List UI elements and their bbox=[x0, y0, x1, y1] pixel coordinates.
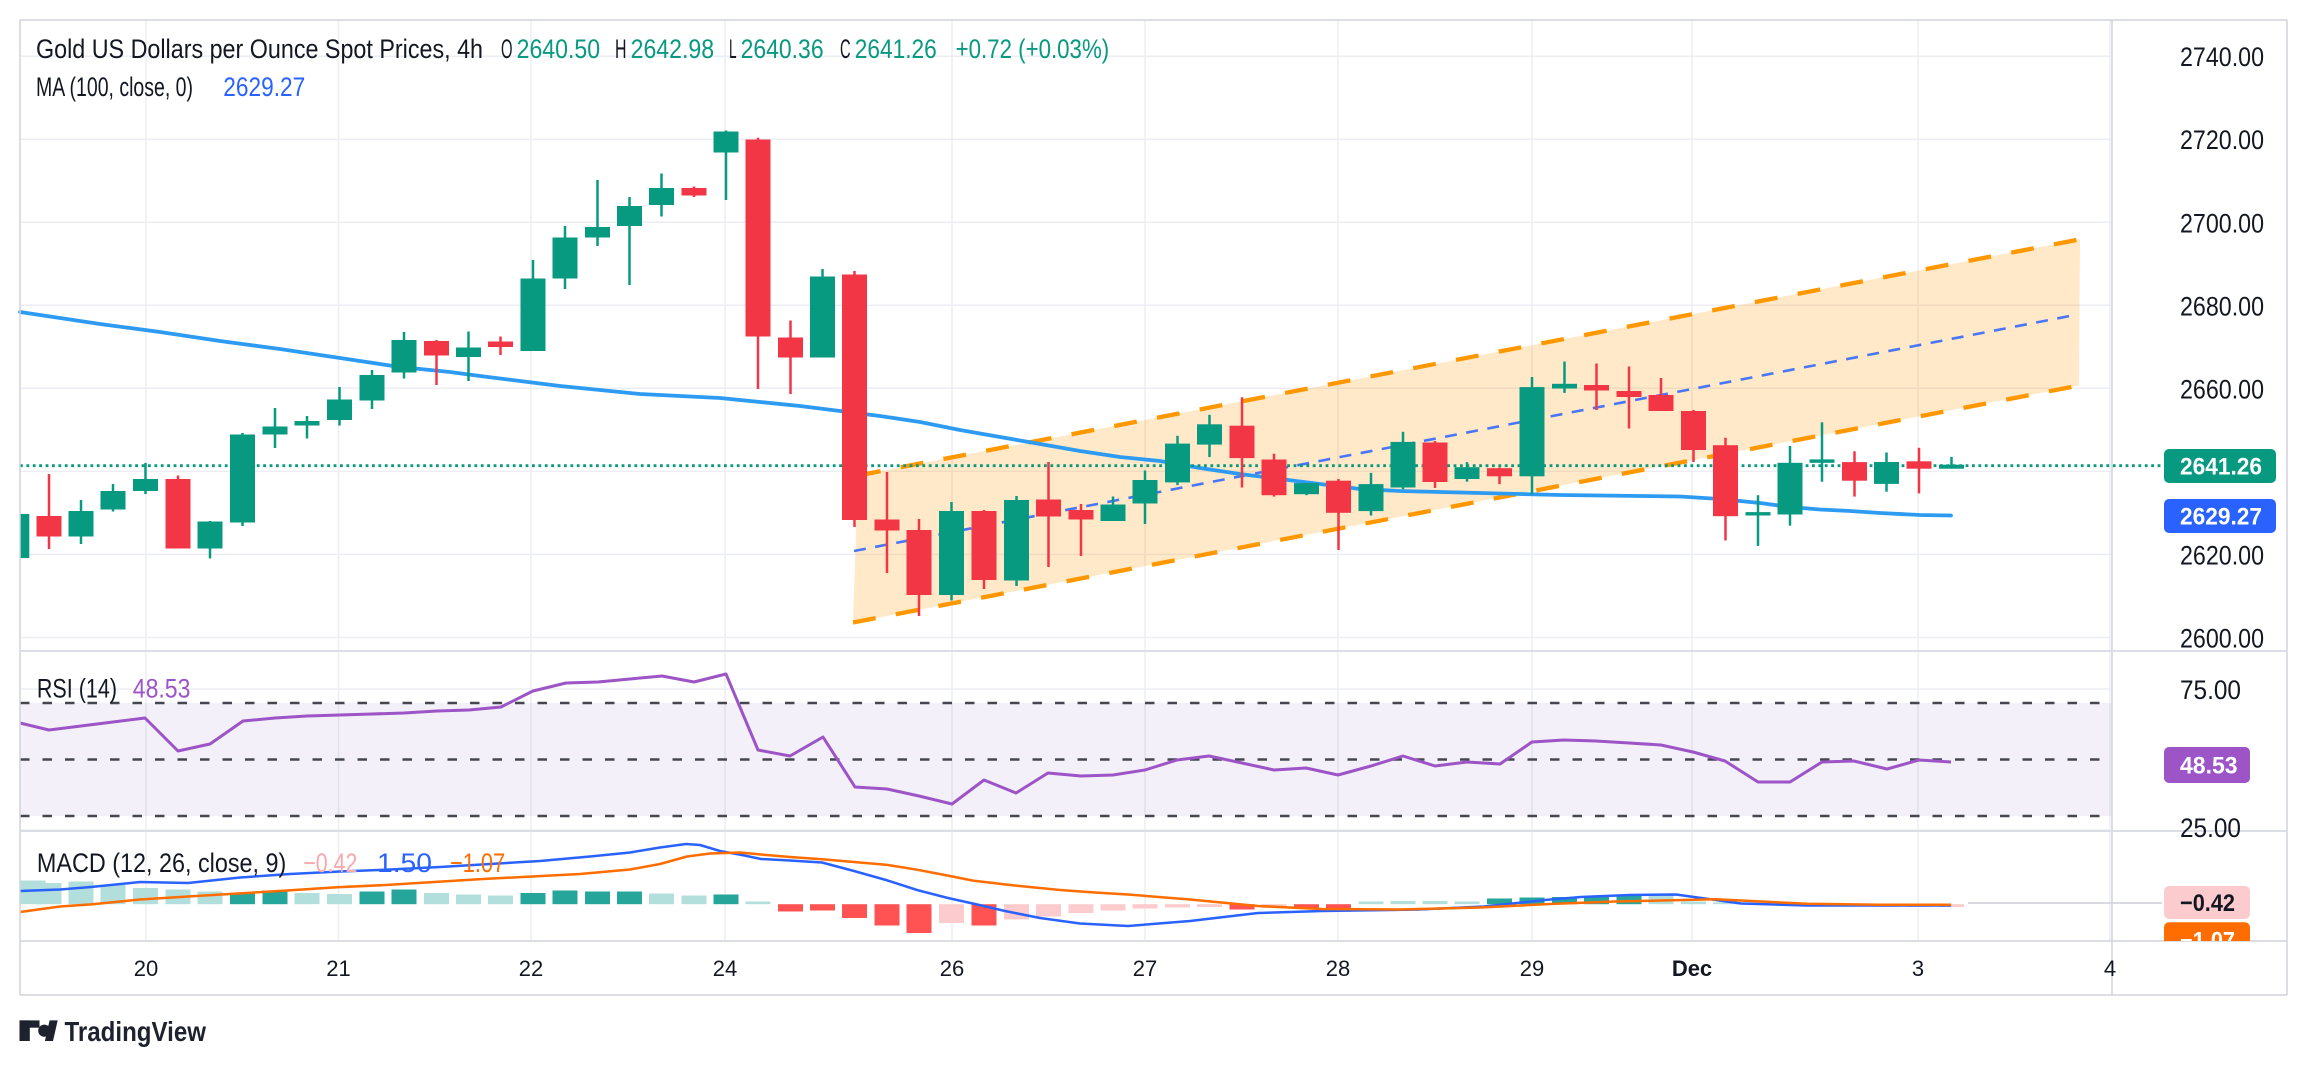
svg-text:2720.00: 2720.00 bbox=[2180, 125, 2264, 155]
svg-text:−0.42: −0.42 bbox=[303, 848, 357, 878]
svg-text:2642.98: 2642.98 bbox=[631, 34, 715, 64]
svg-text:21: 21 bbox=[326, 956, 350, 981]
svg-text:25.00: 25.00 bbox=[2180, 813, 2241, 843]
svg-text:C: C bbox=[840, 34, 851, 64]
svg-text:22: 22 bbox=[519, 956, 543, 981]
svg-text:2640.50: 2640.50 bbox=[517, 34, 601, 64]
svg-text:RSI (14): RSI (14) bbox=[37, 674, 117, 704]
svg-text:20: 20 bbox=[134, 956, 158, 981]
svg-text:2641.26: 2641.26 bbox=[2180, 454, 2262, 481]
svg-text:Dec: Dec bbox=[1672, 956, 1712, 981]
svg-text:O: O bbox=[501, 34, 513, 64]
svg-text:2740.00: 2740.00 bbox=[2180, 42, 2264, 72]
svg-text:TradingView: TradingView bbox=[65, 1016, 207, 1047]
svg-text:+0.72 (+0.03%): +0.72 (+0.03%) bbox=[956, 34, 1110, 64]
svg-text:2700.00: 2700.00 bbox=[2180, 208, 2264, 238]
svg-text:28: 28 bbox=[1326, 956, 1350, 981]
svg-text:26: 26 bbox=[940, 956, 964, 981]
svg-text:2641.26: 2641.26 bbox=[855, 34, 937, 64]
svg-text:Gold US Dollars per Ounce Spot: Gold US Dollars per Ounce Spot Prices, 4… bbox=[36, 34, 483, 64]
svg-text:−1.07: −1.07 bbox=[450, 848, 505, 878]
svg-text:L: L bbox=[729, 34, 737, 64]
svg-text:2660.00: 2660.00 bbox=[2180, 374, 2264, 404]
svg-text:4: 4 bbox=[2104, 956, 2116, 981]
svg-text:2680.00: 2680.00 bbox=[2180, 291, 2264, 321]
svg-text:2620.00: 2620.00 bbox=[2180, 540, 2264, 570]
svg-text:2629.27: 2629.27 bbox=[223, 72, 305, 102]
svg-text:75.00: 75.00 bbox=[2180, 675, 2241, 705]
svg-text:2629.27: 2629.27 bbox=[2180, 504, 2262, 531]
svg-text:48.53: 48.53 bbox=[133, 674, 191, 704]
svg-text:−0.42: −0.42 bbox=[2180, 890, 2235, 917]
svg-text:1.50: 1.50 bbox=[377, 848, 432, 878]
svg-text:29: 29 bbox=[1520, 956, 1544, 981]
svg-text:MACD (12, 26, close, 9): MACD (12, 26, close, 9) bbox=[37, 848, 286, 878]
svg-text:2600.00: 2600.00 bbox=[2180, 624, 2264, 654]
svg-text:MA (100, close, 0): MA (100, close, 0) bbox=[36, 72, 193, 102]
svg-text:24: 24 bbox=[713, 956, 737, 981]
svg-text:48.53: 48.53 bbox=[2180, 753, 2238, 780]
svg-text:−1.07: −1.07 bbox=[2180, 928, 2235, 955]
svg-text:2640.36: 2640.36 bbox=[741, 34, 824, 64]
svg-text:H: H bbox=[615, 34, 627, 64]
svg-text:27: 27 bbox=[1133, 956, 1157, 981]
svg-text:3: 3 bbox=[1912, 956, 1924, 981]
